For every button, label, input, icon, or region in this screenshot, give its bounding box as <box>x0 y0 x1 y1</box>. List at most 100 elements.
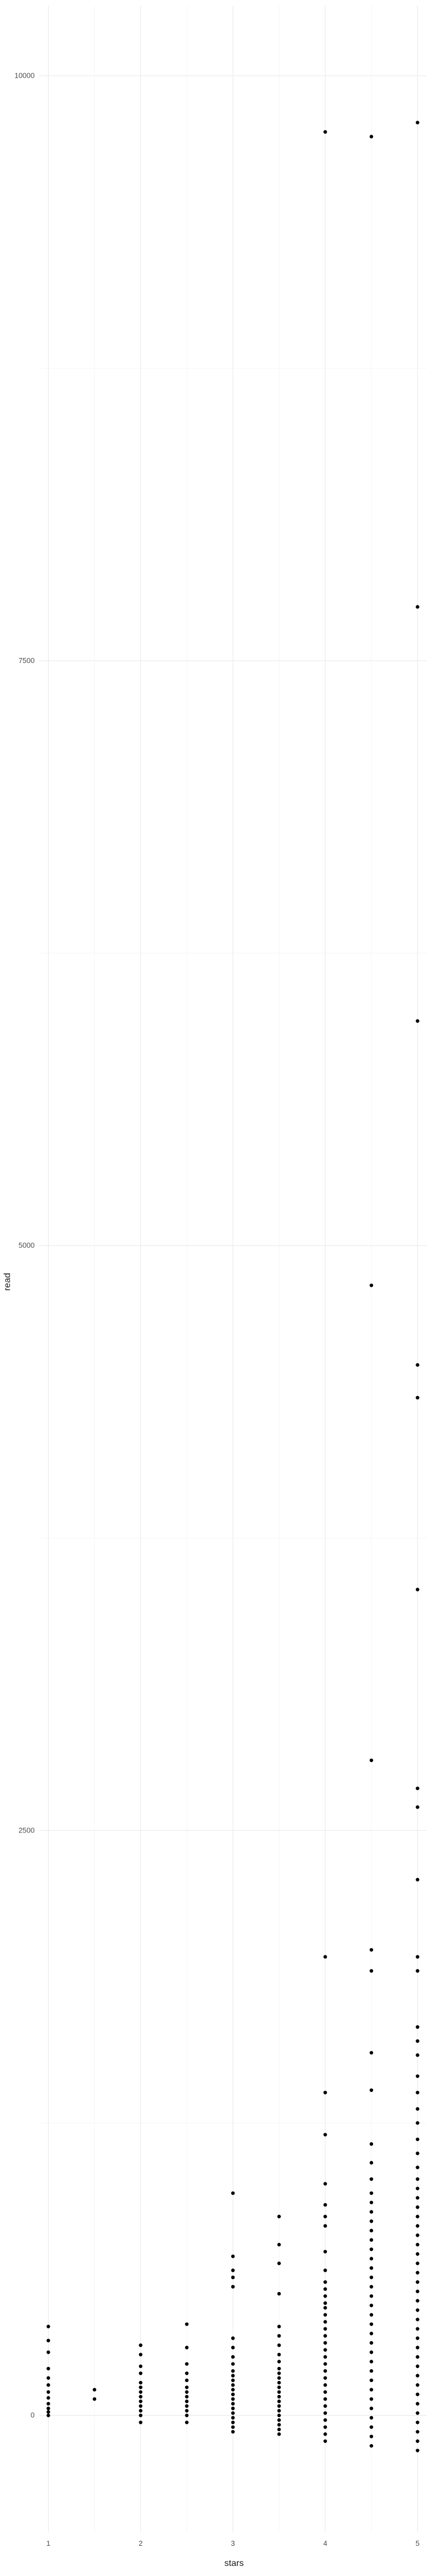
data-point <box>185 2378 189 2383</box>
data-point <box>369 2294 374 2298</box>
data-point <box>416 2289 420 2294</box>
data-point <box>369 2303 374 2308</box>
data-point <box>323 2425 327 2429</box>
data-point <box>323 2383 327 2387</box>
data-point <box>277 2324 281 2328</box>
data-point <box>46 2383 50 2387</box>
data-point <box>323 2182 327 2186</box>
data-point <box>231 2362 235 2366</box>
x-axis-ticks: 1 2 3 4 5 <box>46 2539 420 2547</box>
data-point <box>416 2402 420 2406</box>
y-tick-label: 5000 <box>18 1241 35 1249</box>
data-point <box>139 2399 142 2403</box>
data-point <box>139 2404 142 2408</box>
x-tick-label: 3 <box>231 2539 235 2547</box>
data-point <box>323 2327 327 2331</box>
data-point <box>323 2397 327 2401</box>
data-point <box>277 2395 281 2399</box>
data-point <box>369 2406 374 2411</box>
data-point <box>277 2366 281 2371</box>
data-point <box>416 1786 420 1791</box>
data-point <box>46 2366 50 2371</box>
data-point <box>277 2409 281 2413</box>
data-point <box>277 2376 281 2380</box>
data-point <box>416 2392 420 2397</box>
data-point <box>92 2397 97 2401</box>
data-points <box>46 121 420 2452</box>
y-tick-label: 10000 <box>15 72 35 80</box>
data-point <box>139 2395 142 2399</box>
data-point <box>416 2421 420 2425</box>
data-point <box>369 2200 374 2205</box>
data-point <box>416 1395 420 1400</box>
data-point <box>323 2341 327 2345</box>
data-point <box>369 2191 374 2195</box>
data-point <box>231 2269 235 2272</box>
data-point <box>231 2378 235 2383</box>
data-point <box>231 2191 235 2195</box>
data-point <box>369 2275 374 2280</box>
data-point <box>323 2294 327 2298</box>
y-tick-label: 2500 <box>18 1826 35 1834</box>
data-point <box>416 2165 420 2170</box>
data-point <box>416 2233 420 2237</box>
data-point <box>139 2364 142 2369</box>
data-point <box>231 2421 235 2425</box>
data-point <box>369 135 374 139</box>
major-gridlines <box>39 6 427 2532</box>
data-point <box>277 2380 281 2385</box>
data-point <box>277 2390 281 2394</box>
data-point <box>416 2374 420 2378</box>
data-point <box>416 2327 420 2331</box>
y-axis-title: read <box>3 1273 12 1291</box>
data-point <box>323 2334 327 2338</box>
data-point <box>416 1019 420 1023</box>
data-point <box>139 2421 142 2425</box>
data-point <box>231 2425 235 2429</box>
data-point <box>185 2390 189 2394</box>
data-point <box>369 2177 374 2181</box>
data-point <box>369 2378 374 2383</box>
data-point <box>416 2383 420 2387</box>
data-point <box>416 2280 420 2284</box>
data-point <box>185 2322 189 2326</box>
data-point <box>416 2107 420 2111</box>
data-point <box>277 2291 281 2296</box>
data-point <box>416 1805 420 1809</box>
data-point <box>323 2432 327 2436</box>
data-point <box>231 2416 235 2420</box>
x-tick-label: 4 <box>323 2539 327 2547</box>
data-point <box>416 2243 420 2247</box>
data-point <box>277 2423 281 2427</box>
data-point <box>277 2214 281 2219</box>
data-point <box>185 2413 189 2417</box>
data-point <box>277 2385 281 2389</box>
data-point <box>277 2432 281 2436</box>
data-point <box>369 2210 374 2214</box>
x-tick-label: 2 <box>139 2539 142 2547</box>
data-point <box>416 2090 420 2095</box>
data-point <box>416 2151 420 2156</box>
data-point <box>369 2444 374 2448</box>
data-point <box>323 2320 327 2324</box>
data-point <box>369 2219 374 2223</box>
data-point <box>323 2348 327 2352</box>
data-point <box>277 2399 281 2403</box>
data-point <box>369 2161 374 2165</box>
data-point <box>185 2404 189 2408</box>
data-point <box>369 2350 374 2354</box>
data-point <box>231 2397 235 2401</box>
data-point <box>231 2275 235 2280</box>
data-point <box>46 2410 50 2414</box>
data-point <box>185 2346 189 2350</box>
data-point <box>323 2411 327 2415</box>
minor-gridlines <box>39 6 427 2532</box>
y-tick-label: 7500 <box>18 656 35 665</box>
data-point <box>185 2395 189 2399</box>
data-point <box>277 2371 281 2375</box>
data-point <box>231 2383 235 2387</box>
data-point <box>231 2336 235 2340</box>
data-point <box>46 2413 50 2417</box>
data-point <box>416 2439 420 2443</box>
